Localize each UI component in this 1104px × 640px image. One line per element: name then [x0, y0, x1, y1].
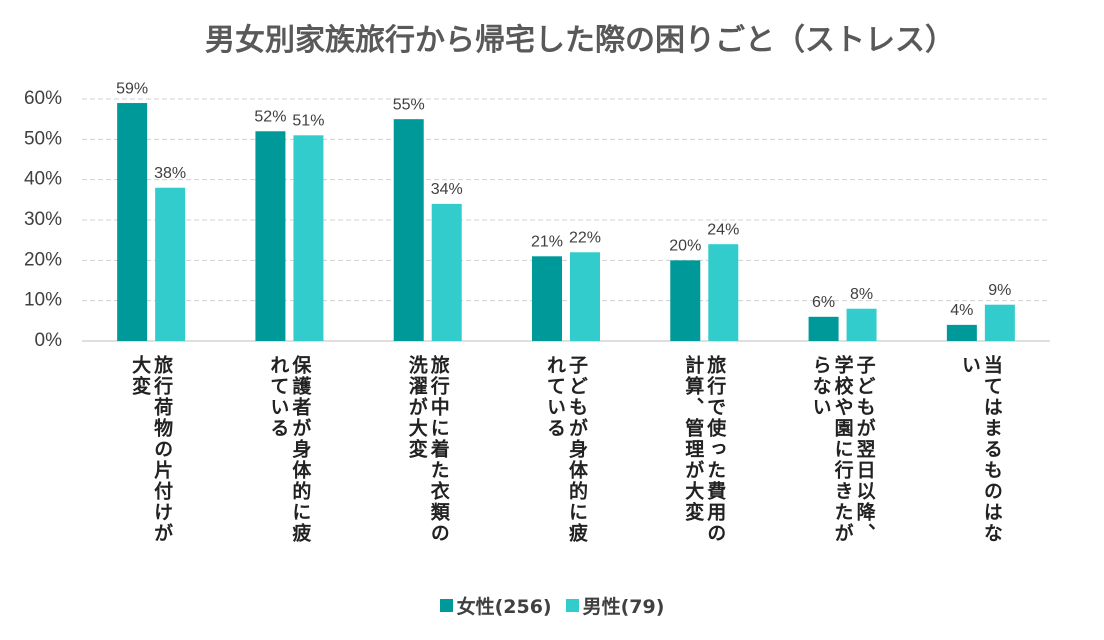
- bar: [808, 316, 839, 341]
- chart-title: 男女別家族旅行から帰宅した際の困りごと（ストレス）: [205, 23, 955, 57]
- data-label: 55%: [393, 96, 425, 113]
- data-label: 34%: [431, 181, 463, 198]
- bar: [293, 135, 324, 341]
- x-tick-label: 旅行中に着た衣類の洗濯が大変: [405, 355, 450, 544]
- data-label: 4%: [950, 302, 973, 319]
- bar: [431, 203, 462, 341]
- data-label: 38%: [154, 165, 186, 182]
- y-tick-label: 50%: [24, 128, 62, 149]
- legend-label: 女性(256): [456, 596, 552, 618]
- y-tick-label: 30%: [24, 209, 62, 230]
- y-tick-label: 10%: [24, 290, 62, 311]
- x-tick-label: 子どもが翌日以降、学校や園に行きたがらない: [809, 355, 876, 544]
- y-tick-label: 40%: [24, 169, 62, 190]
- bar: [117, 103, 148, 342]
- x-tick-label: 旅行荷物の片付けが大変: [129, 355, 174, 544]
- data-label: 9%: [988, 282, 1011, 299]
- bar: [570, 252, 600, 341]
- x-tick-label: 旅行で使った費用の計算、管理が大変: [682, 355, 727, 544]
- legend-swatch: [439, 599, 453, 612]
- bar: [984, 304, 1015, 341]
- y-tick-label: 60%: [24, 88, 62, 109]
- y-tick-label: 20%: [24, 249, 62, 270]
- legend-item: 女性(256): [439, 592, 552, 619]
- x-tick-label: 子どもが身体的に疲れている: [544, 355, 588, 544]
- data-label: 52%: [254, 108, 286, 125]
- data-label: 59%: [116, 80, 148, 97]
- data-label: 22%: [569, 229, 601, 246]
- bar: [393, 119, 424, 342]
- bar: [670, 260, 701, 341]
- bar: [255, 131, 286, 341]
- data-label: 6%: [812, 294, 835, 311]
- data-label: 20%: [669, 238, 701, 255]
- bar: [532, 256, 562, 341]
- legend-swatch: [565, 599, 579, 612]
- x-tick-label: 当てはまるものはない: [958, 355, 1003, 544]
- data-label: 21%: [531, 234, 563, 251]
- data-label: 8%: [850, 286, 873, 303]
- legend: 女性(256) 男性(79): [0, 592, 1104, 619]
- bar: [846, 308, 877, 341]
- y-tick-label: 0%: [35, 330, 63, 351]
- x-tick-label: 保護者が身体的に疲れている: [267, 355, 312, 544]
- bar: [155, 187, 186, 341]
- data-label: 24%: [707, 221, 739, 238]
- bar: [946, 324, 977, 341]
- data-label: 51%: [292, 113, 324, 130]
- legend-label: 男性(79): [582, 596, 665, 618]
- bar: [708, 244, 739, 341]
- legend-item: 男性(79): [565, 592, 665, 619]
